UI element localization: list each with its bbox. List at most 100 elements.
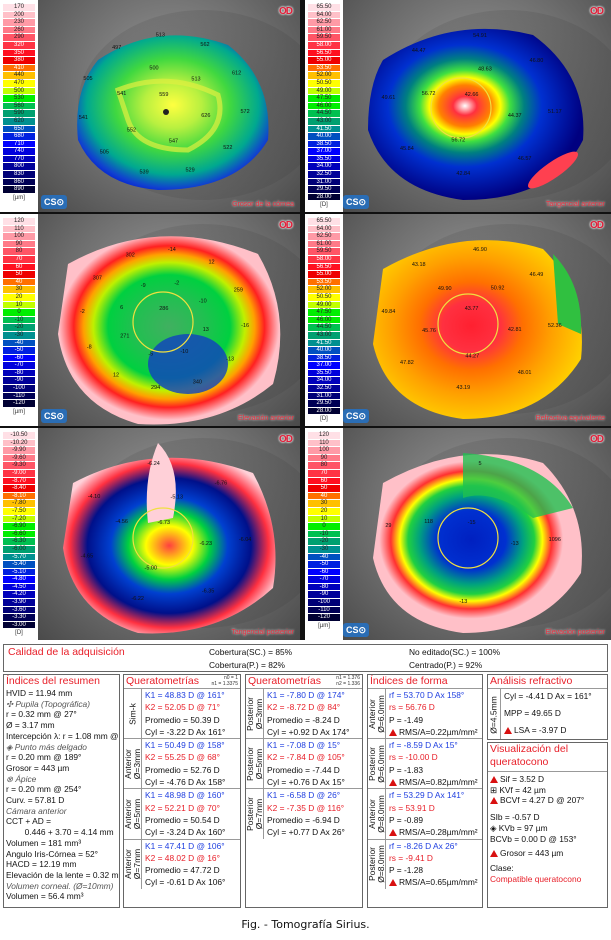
color-scale-thickness: 170 200 230 260 290 320 350 380 410 440 470 500 530 5… [0,0,38,212]
map-value: 1096 [549,537,561,543]
map-value: 13 [203,327,209,333]
rms-value: RMS/A=0.65µm/mm² [399,877,478,888]
scale-cell: -3.60 [3,606,35,615]
cso-logo: CS⊙ [41,195,67,209]
map-value: 612 [232,71,241,77]
scale-cell: -7.50 [3,507,35,516]
summary-line: ◈ Punto más delgado [6,741,87,752]
scale-cell: -5.10 [3,568,35,577]
map-value: 572 [241,109,250,115]
scale-cell: -9.30 [3,462,35,470]
scale-cell: 410 [3,64,35,73]
map-panel-thickness[interactable]: 559 626 547 552 541 500 513 572 522 529 539 505 541 5… [38,0,300,212]
map-value: 51.17 [548,109,562,115]
scale-cell: 44.50 [308,110,340,118]
map-panel-tangential-anterior[interactable]: 42.66 44.37 56.72 56.72 48.63 51.17 46.57 42.84… [343,0,611,212]
scale-cell: 47.50 [308,309,340,317]
keratoconus-bcvb: BCVb = 0.00 D @ 153° [490,833,577,844]
map-value: 46.49 [530,272,544,278]
scale-cell: 110 [308,439,340,448]
zone-label: Anterior Ø=5mm [123,798,142,830]
scale-cell: 43.00 [308,331,340,340]
cso-logo: CS⊙ [41,409,67,423]
map-panel-refractive-equivalent[interactable]: 43.77 42.81 44.27 45.76 49.90 50.92 52.36 48.01… [343,214,611,426]
scale-cell: 770 [3,155,35,164]
cylinder-value: Cyl = +0.76 D Ax 15° [267,777,345,788]
map-value: 44.27 [465,353,479,359]
cso-logo: CS⊙ [343,195,369,209]
map-value: -10 [180,349,188,355]
map-value: 340 [193,379,202,385]
map-value: 43.19 [456,385,470,391]
k2-value: K2 = 52.05 D @ 71° [145,702,220,713]
rs-value: rs = -9.41 D [389,852,433,863]
scale-cell: 90 [3,240,35,249]
scale-cell: -20 [308,538,340,546]
map-value: 46.90 [473,247,487,253]
color-scale-curvature-posterior: -10.50 -10.20 -9.90 -9.60 -9.30 -9.00 -8.70 -8.… [0,428,38,640]
map-panel-elevation-posterior[interactable]: -15 -13 118 1096 -13 29 5 OD Elevación posteri… [343,428,611,640]
map-title: Elevación anterior [237,415,294,422]
summary-line: Angulo Iris-Córnea = 52° [6,848,99,859]
map-value: 539 [140,169,149,175]
map-value: 45.84 [400,146,414,152]
summary-line: ⊗ Ápice [6,773,37,784]
keratometry-row: Anterior Ø=5mm K1 = 48.98 D @ 160° K2 = 52… [123,788,240,839]
rs-value: rs = -10.00 D [389,752,438,763]
summary-line: Cámara anterior [6,805,67,816]
map-title: Tangencial posterior [231,629,294,636]
eye-label-od: OD [590,6,604,17]
map-panel-tangential-posterior[interactable]: -6.73 -6.23 -5.00 -4.56 -5.13 -6.04 -6.35 -6.22… [38,428,300,640]
k1-value: K1 = -6.58 D @ 26° [267,790,341,801]
scale-cell: 650 [3,125,35,134]
map-value: 505 [83,76,92,82]
scale-cell: 20 [308,507,340,516]
scale-cell: 710 [3,140,35,149]
scale-cell: 47.50 [308,95,340,103]
keratoconus-bcvf: BCVf = 4.27 D @ 207° [500,795,585,806]
scale-cell: -10.20 [3,439,35,448]
summary-line: HVID = 11.94 mm [6,688,73,698]
cylinder-value: Cyl = +0.92 D Ax 174° [267,726,350,737]
scale-cell: -8.70 [3,477,35,486]
map-panel-elevation-anterior[interactable]: 286 13 -10 -5 271 6 -9 -2 -10 -16 -13 340 294 12 -8 -2 3… [38,214,300,426]
report-section: Calidad de la adquisición Cobertura(SC.)… [0,644,611,914]
scale-cell: 440 [3,72,35,80]
scale-cell: -70 [308,576,340,584]
scale-cell: 350 [3,49,35,58]
map-value: 42.66 [465,92,479,98]
eye-label-od: OD [279,220,293,231]
keratometry-title: Queratometrías [126,675,199,687]
refractive-lsa: LSA = -3.97 D [514,725,567,735]
scale-cell: -7.20 [3,515,35,524]
map-value: 12 [113,372,119,378]
scale-cell: 70 [308,469,340,478]
scale-cell: 530 [3,95,35,103]
zone-label: Anterior Ø=8.0mm [367,795,386,833]
map-value: 47.82 [400,360,414,366]
scale-cell: 860 [3,178,35,187]
map-value: -9 [141,283,146,289]
thickness-map: 559 626 547 552 541 500 513 572 522 529 539 505 541 5… [77,33,269,190]
map-value: 562 [200,42,209,48]
scale-cell: 100 [308,447,340,455]
refractive-index-n2: n2 = 1.336 [336,680,360,687]
map-value: 505 [100,150,109,156]
scale-cell: -9.00 [3,469,35,478]
scale-cell: 29.50 [308,186,340,194]
scale-cell: 41.50 [308,125,340,134]
summary-line: HACD = 12.19 mm [6,859,77,870]
scale-cell: 55.00 [308,57,340,65]
scale-cell: 260 [3,26,35,35]
scale-cell: 90 [308,454,340,463]
keratometry-row: Posterior Ø=3mm K1 = -7.80 D @ 174° K2 = -… [246,689,362,739]
scale-cell: -60 [3,354,35,363]
warning-icon [490,850,498,858]
k1-value: K1 = -7.80 D @ 174° [267,690,345,700]
rms-value: RMS/A=0.22µm/mm² [399,726,478,737]
map-value: 307 [93,275,102,281]
average-value: Promedio = 50.54 D [145,814,220,825]
map-value: 118 [424,519,433,525]
k1-value: K1 = 47.41 D @ 106° [145,840,225,851]
coverage-sc: Cobertura(SC.) = 85% [209,647,293,657]
